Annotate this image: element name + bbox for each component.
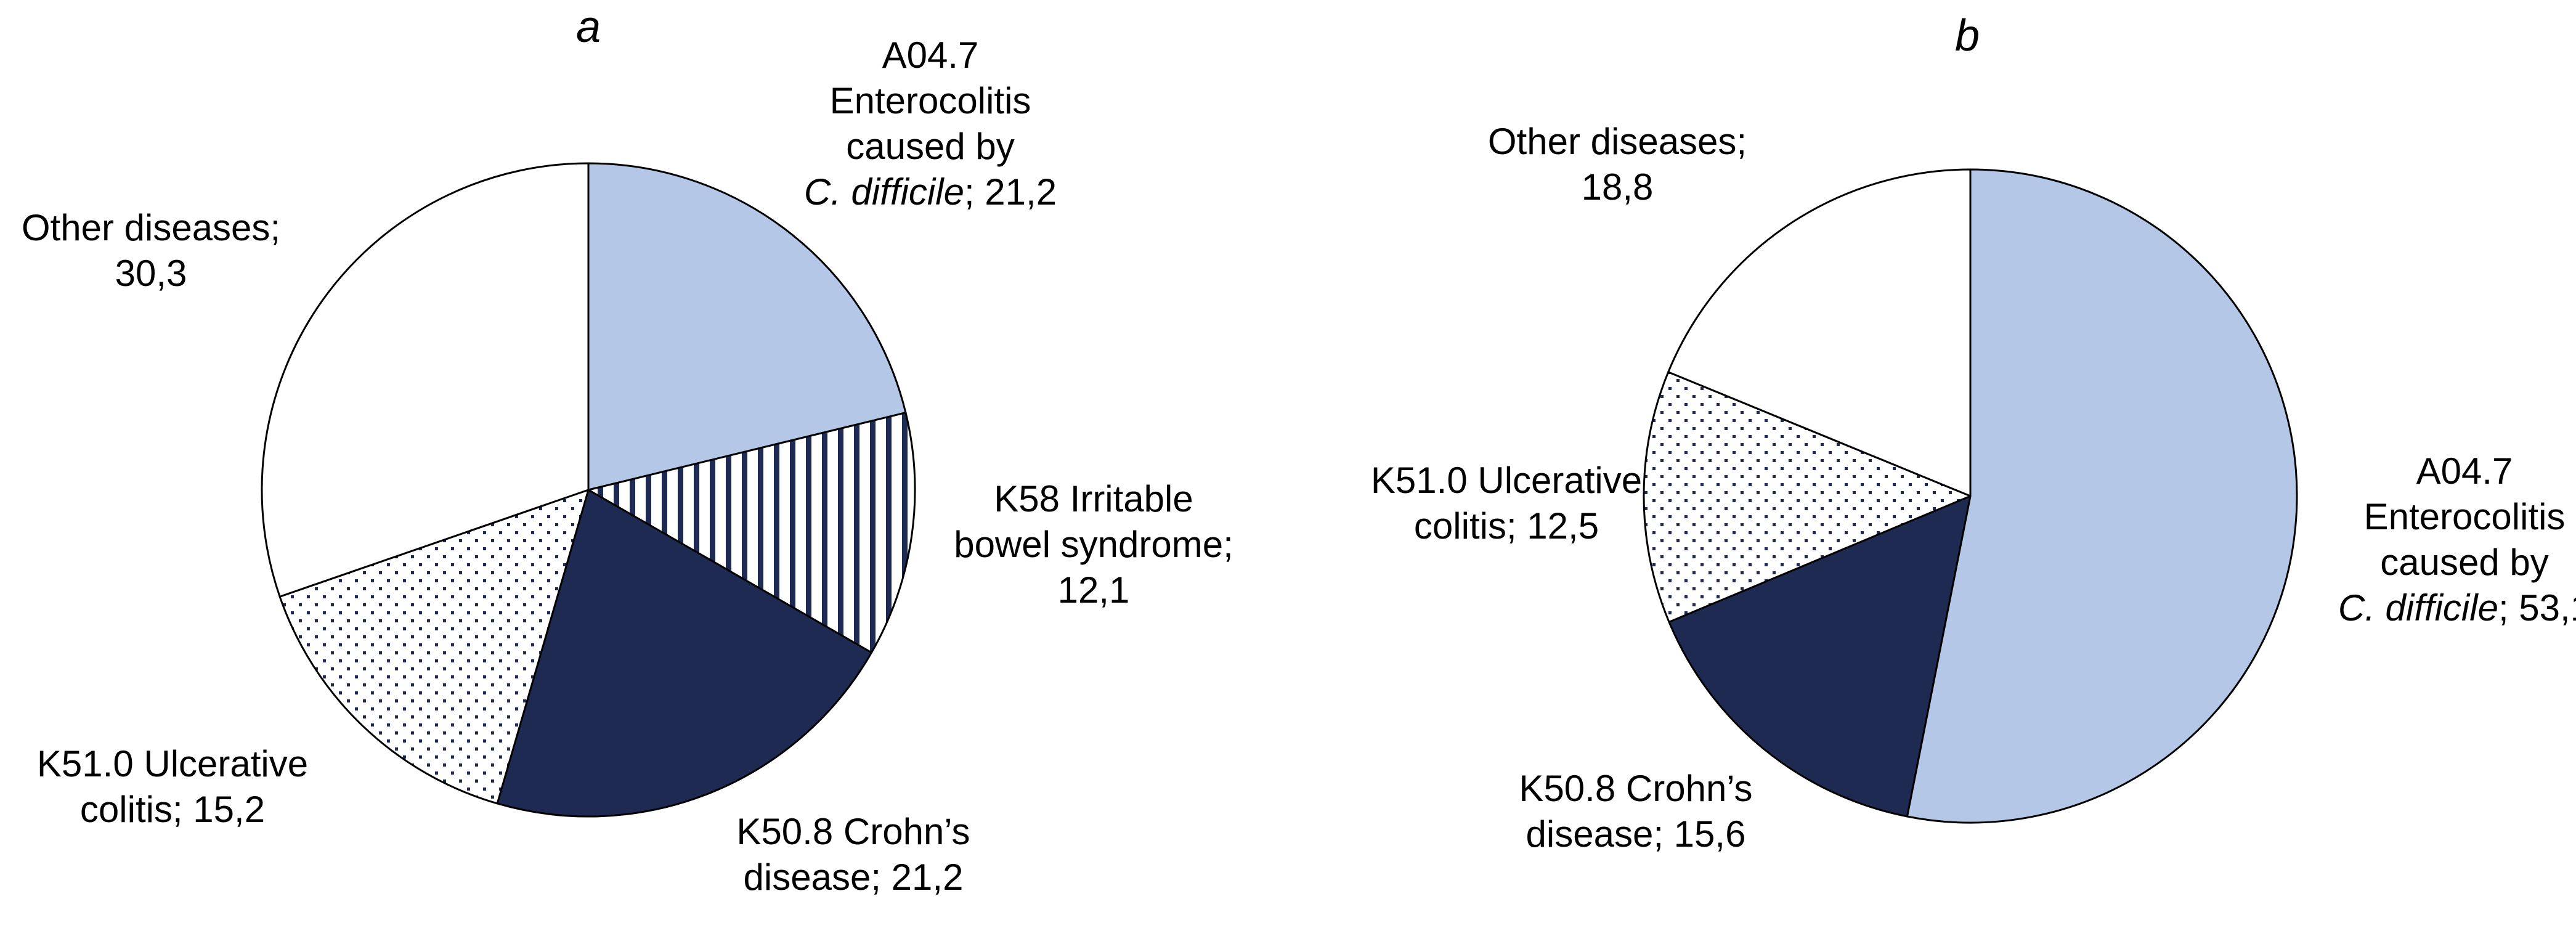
pie-a-labels: A04.7 Enterocolitis caused by C. difficile;… xyxy=(22,35,1233,898)
pie-b-slice-1 xyxy=(1906,168,2298,824)
pie-a-slice-2 xyxy=(587,412,916,654)
pie-b-slices xyxy=(1643,168,2298,824)
pie-chart-a: a A04.7 Enterocolitis caused by C. difficil… xyxy=(22,2,1233,898)
pie-b-slice-1-label: A04.7 Enterocolitis caused by C. difficile;… xyxy=(2338,450,2576,629)
pie-a-slices xyxy=(261,162,916,818)
pie-a-slice-1-label: A04.7 Enterocolitis caused by C. difficile;… xyxy=(804,35,1057,213)
panel-label-b: b xyxy=(1955,11,1980,60)
pie-b-slice-4 xyxy=(1667,168,1972,497)
pie-b-slice-2 xyxy=(1668,495,1972,818)
pie-b-slice-3-label: K51.0 Ulcerative colitis; 12,5 xyxy=(1371,460,1642,547)
pie-a-slice-4-label: K51.0 Ulcerative colitis; 15,2 xyxy=(37,743,308,830)
pie-a-slice-5-label: Other diseases; 30,3 xyxy=(22,207,280,294)
pie-a-slice-1 xyxy=(587,162,907,491)
pie-a-slice-4 xyxy=(278,489,590,805)
pie-b-slice-2-label: K50.8 Crohn’s disease; 15,6 xyxy=(1519,768,1752,855)
pie-chart-b: b A04.7 Enterocolitis caused by C. difficil… xyxy=(1371,11,2576,855)
pie-b-slice-4-label: Other diseases; 18,8 xyxy=(1488,121,1747,208)
pie-a-slice-3-label: K50.8 Crohn’s disease; 21,2 xyxy=(736,811,970,898)
pie-a-slice-3 xyxy=(496,489,873,818)
pie-b-labels: A04.7 Enterocolitis caused by C. difficile;… xyxy=(1371,121,2576,855)
pie-a-slice-2-label: K58 Irritable bowel syndrome; 12,1 xyxy=(954,478,1233,611)
pie-a-slice-5 xyxy=(261,162,590,598)
panel-label-a: a xyxy=(576,2,601,52)
pie-b-slice-3 xyxy=(1643,371,1972,623)
